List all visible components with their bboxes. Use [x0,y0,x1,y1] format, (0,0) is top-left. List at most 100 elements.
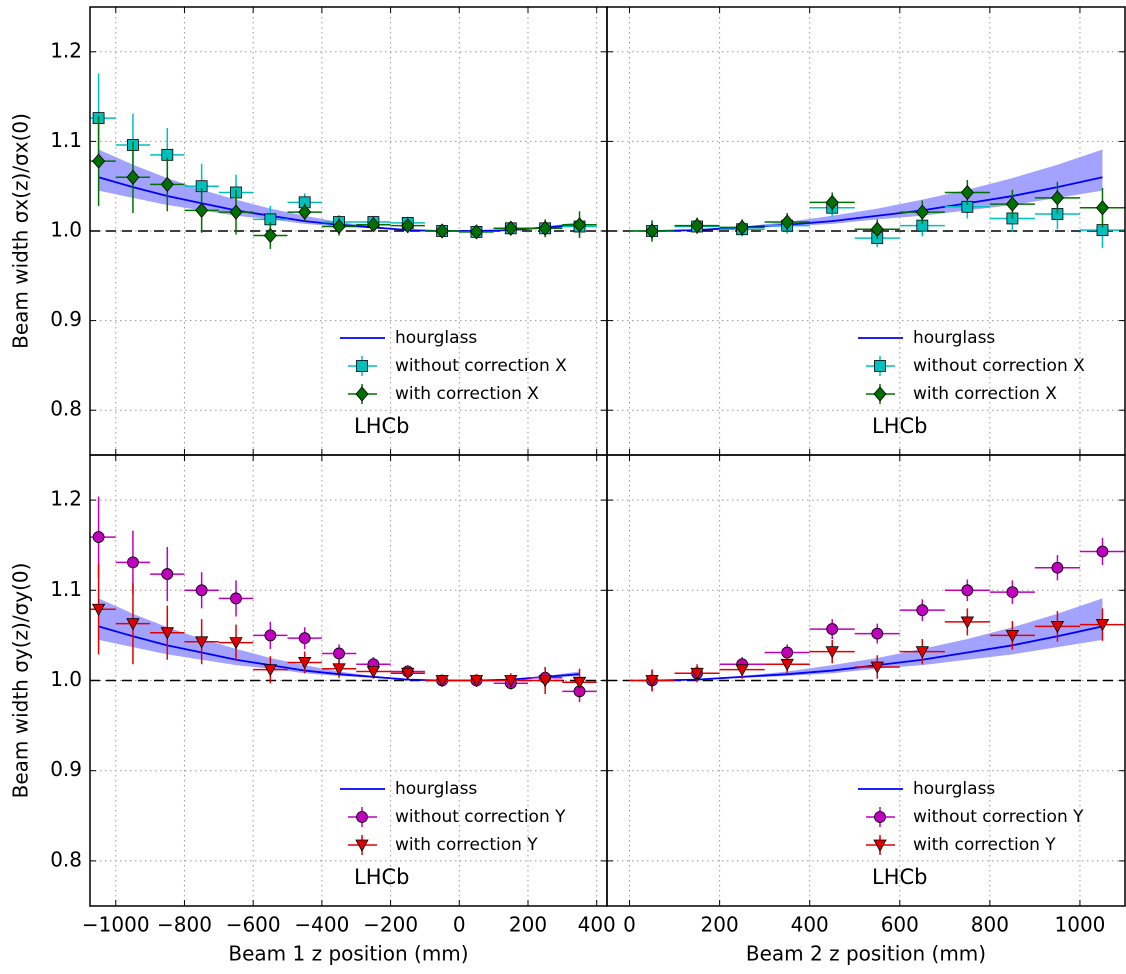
data-point [690,667,704,681]
y-axis-label: Beam width σy(z)/σy(0) [9,563,33,799]
x-tick-label: 600 [881,913,919,937]
uncertainty-band [98,598,580,681]
data-point [263,227,277,244]
legend-label: with correction Y [395,835,538,855]
x-tick-label: 0 [453,913,466,937]
data-point [960,616,975,629]
legend-label: with correction X [913,384,1057,404]
data-point [504,220,518,236]
legend-label: hourglass [395,779,477,799]
data-point [333,647,345,660]
data-point [229,637,243,650]
data-point [825,646,839,659]
annotation: LHCb [354,414,409,438]
legend-label: hourglass [913,328,995,348]
annotation: LHCb [872,865,927,889]
data-point [264,629,277,642]
panel [607,455,1125,906]
data-point [645,675,659,688]
data-point [690,218,704,234]
hourglass-curve [652,176,1103,232]
data-point [780,214,794,230]
y-tick-label: 1.0 [50,218,82,242]
data-point [870,221,884,237]
legend-marker [874,811,886,823]
annotation: LHCb [872,414,927,438]
x-tick-label: −1000 [82,913,150,937]
data-point [1096,545,1109,558]
x-tick-label: −400 [294,913,349,937]
x-tick-label: −600 [226,913,281,937]
data-point [161,568,174,580]
y-tick-label: 0.8 [50,847,82,871]
legend-label: hourglass [913,779,995,799]
legend-label: hourglass [395,328,477,348]
data-point [298,657,312,670]
legend-label: with correction X [395,384,539,404]
data-point [504,675,518,688]
data-point [538,220,552,236]
data-point [127,556,139,569]
data-point [332,218,346,235]
data-point [366,217,380,233]
data-point [435,675,449,688]
data-point [961,584,974,597]
data-point [160,176,174,193]
data-point [91,603,106,617]
data-point [1095,619,1110,632]
x-axis-label: Beam 2 z position (mm) [746,942,986,966]
x-axis-label: Beam 1 z position (mm) [228,942,468,966]
data-point [572,217,587,233]
data-point [572,676,587,690]
x-tick-label: −800 [157,913,212,937]
data-point [401,667,415,681]
data-point [645,223,659,239]
panel [90,7,607,455]
data-point [1095,200,1110,216]
data-point [195,584,208,597]
panel [90,455,607,906]
annotation: LHCb [354,865,409,889]
legend-label: with correction Y [913,835,1056,855]
x-tick-label: 0 [623,913,636,937]
y-tick-label: 1.1 [50,577,82,601]
y-tick-label: 1.2 [50,38,82,62]
legend-marker [355,386,369,402]
y-axis-label: Beam width σx(z)/σx(0) [9,113,33,349]
data-point [1050,190,1064,206]
axes-frame [606,454,1126,907]
data-point [263,664,278,677]
data-point [780,658,794,672]
data-point [826,623,839,635]
data-point [1050,620,1065,634]
data-point [126,169,140,185]
data-point [469,224,483,240]
data-point [469,675,484,688]
data-point [298,204,312,220]
data-point [871,627,884,640]
panel [607,7,1125,455]
data-point [915,204,929,220]
data-point [229,204,243,220]
y-tick-label: 0.8 [50,397,82,421]
legend-marker [356,811,368,823]
data-point [366,666,381,679]
data-point [915,646,929,659]
y-tick-label: 1.1 [50,128,82,152]
data-point [735,219,749,236]
data-point [870,661,884,674]
legend-label: without correction Y [913,807,1084,827]
data-point [126,618,140,631]
x-tick-label: 200 [701,913,739,937]
y-tick-label: 0.9 [50,307,82,331]
x-tick-label: 400 [578,913,616,937]
legend-marker [355,839,369,852]
data-point [194,636,209,649]
legend-marker [874,360,886,372]
legend-label: without correction Y [395,807,566,827]
data-point [160,627,174,640]
legend-marker [873,386,887,402]
data-point [1051,561,1064,574]
data-point [332,663,346,676]
